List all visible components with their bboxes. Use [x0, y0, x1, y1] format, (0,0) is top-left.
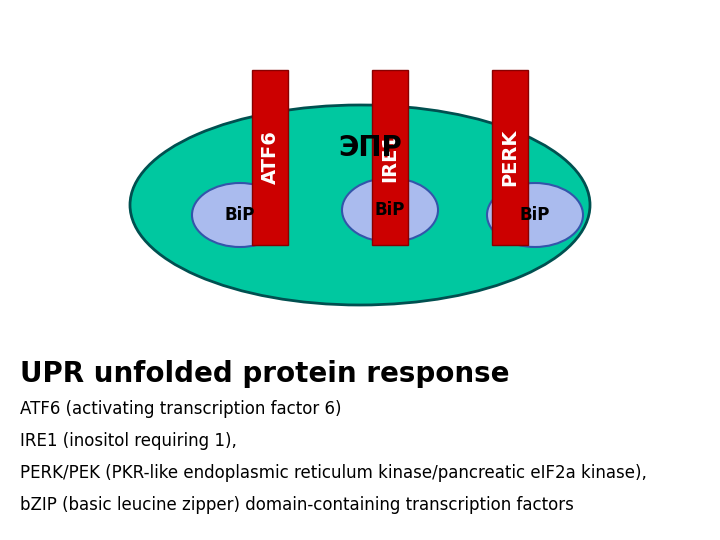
Ellipse shape: [342, 178, 438, 242]
Text: BiP: BiP: [520, 206, 550, 224]
Ellipse shape: [130, 105, 590, 305]
Text: bZIP (basic leucine zipper) domain-containing transcription factors: bZIP (basic leucine zipper) domain-conta…: [20, 496, 574, 514]
Text: IRE1: IRE1: [380, 133, 400, 182]
FancyBboxPatch shape: [372, 70, 408, 245]
Text: IRE1 (inositol requiring 1),: IRE1 (inositol requiring 1),: [20, 432, 237, 450]
FancyBboxPatch shape: [492, 70, 528, 245]
Ellipse shape: [192, 183, 288, 247]
Text: ATF6: ATF6: [261, 131, 279, 185]
Text: BiP: BiP: [375, 201, 405, 219]
Text: PERK: PERK: [500, 129, 520, 186]
Text: BiP: BiP: [225, 206, 255, 224]
Text: ATF6 (activating transcription factor 6): ATF6 (activating transcription factor 6): [20, 400, 341, 418]
Text: ЭПР: ЭПР: [338, 134, 402, 162]
Ellipse shape: [487, 183, 583, 247]
FancyBboxPatch shape: [252, 70, 288, 245]
Text: UPR unfolded protein response: UPR unfolded protein response: [20, 360, 510, 388]
Text: PERK/PEK (PKR-like endoplasmic reticulum kinase/pancreatic eIF2a kinase),: PERK/PEK (PKR-like endoplasmic reticulum…: [20, 464, 647, 482]
